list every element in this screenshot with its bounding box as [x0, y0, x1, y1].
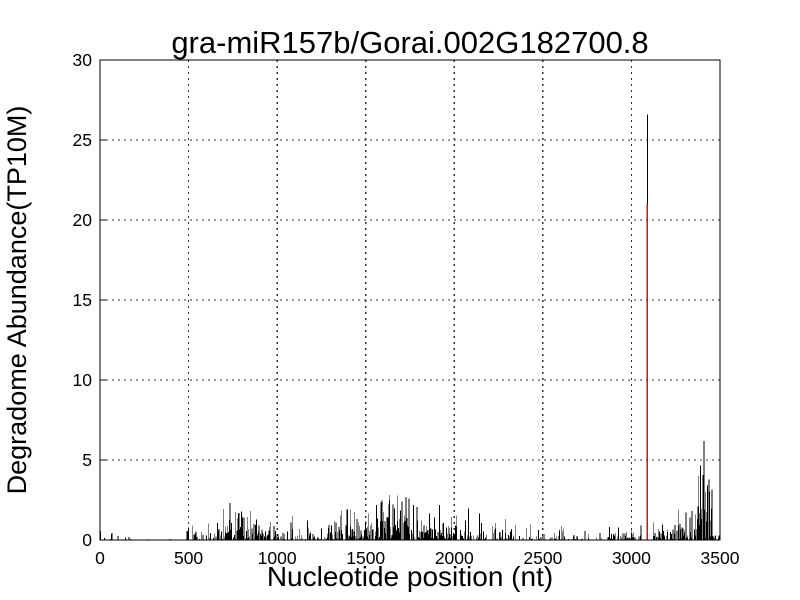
svg-text:20: 20: [73, 210, 93, 230]
svg-text:15: 15: [73, 290, 92, 310]
svg-text:Degradome Abundance(TP10M): Degradome Abundance(TP10M): [2, 106, 32, 495]
svg-text:3000: 3000: [612, 548, 651, 568]
svg-text:0: 0: [95, 548, 105, 568]
svg-text:Nucleotide position (nt): Nucleotide position (nt): [267, 561, 553, 592]
svg-text:0: 0: [82, 530, 92, 550]
svg-text:500: 500: [174, 548, 203, 568]
svg-text:gra-miR157b/Gorai.002G182700.8: gra-miR157b/Gorai.002G182700.8: [171, 25, 648, 60]
svg-text:3500: 3500: [701, 548, 740, 568]
svg-text:25: 25: [73, 130, 92, 150]
svg-text:5: 5: [82, 450, 92, 470]
svg-text:10: 10: [73, 370, 93, 390]
svg-text:30: 30: [73, 50, 93, 70]
